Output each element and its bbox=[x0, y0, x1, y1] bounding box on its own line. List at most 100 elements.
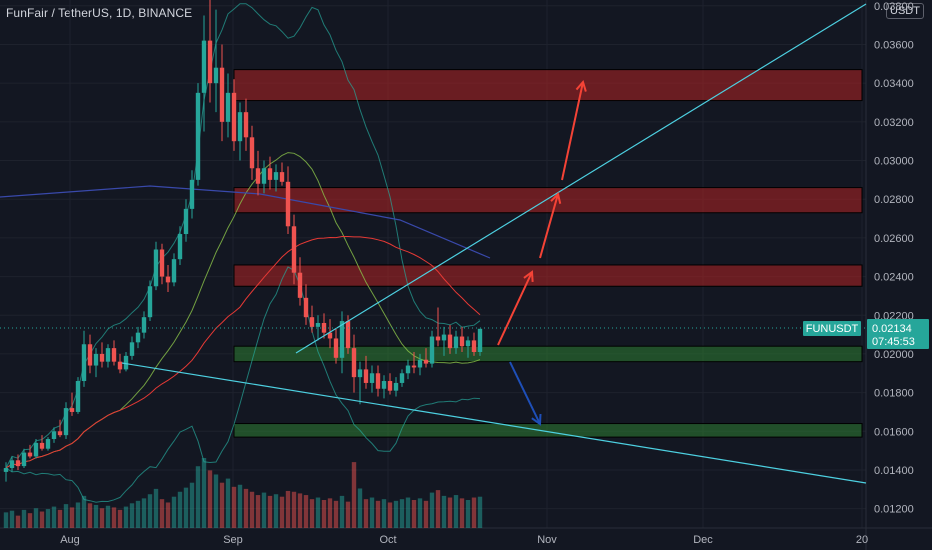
volume-bar bbox=[219, 482, 225, 528]
candle-body bbox=[381, 381, 387, 389]
volume-bar bbox=[411, 500, 417, 528]
candle-body bbox=[39, 442, 45, 449]
candle-body bbox=[33, 442, 39, 457]
volume-bar bbox=[69, 507, 75, 528]
candle-body bbox=[303, 297, 309, 318]
volume-bar bbox=[399, 499, 405, 528]
volume-bar bbox=[15, 515, 21, 528]
candle-body bbox=[225, 92, 231, 122]
candle-body bbox=[291, 226, 297, 273]
volume-bar bbox=[87, 503, 93, 528]
support-zone bbox=[233, 345, 863, 363]
candle-body bbox=[339, 321, 345, 358]
candle-body bbox=[351, 348, 357, 378]
volume-bar bbox=[435, 490, 441, 528]
y-tick-label: 0.01800 bbox=[874, 388, 914, 400]
candle-body bbox=[177, 234, 183, 260]
candle-body bbox=[417, 359, 423, 368]
candle-body bbox=[363, 369, 369, 383]
candle-body bbox=[447, 334, 453, 349]
candle-body bbox=[141, 317, 147, 333]
candle-body bbox=[453, 336, 459, 349]
volume-bar bbox=[93, 504, 99, 528]
candle-body bbox=[21, 452, 27, 467]
volume-bar bbox=[255, 495, 261, 528]
candle-body bbox=[465, 340, 471, 347]
volume-bar bbox=[429, 492, 435, 528]
volume-bar bbox=[447, 497, 453, 528]
volume-bar bbox=[135, 500, 141, 528]
candle-body bbox=[387, 381, 393, 391]
volume-bar bbox=[75, 502, 81, 528]
volume-bar bbox=[363, 499, 369, 528]
candle-body bbox=[81, 344, 87, 382]
volume-bar bbox=[207, 470, 213, 528]
candle-body bbox=[435, 336, 441, 341]
volume-bar bbox=[333, 500, 339, 528]
candle-body bbox=[231, 92, 237, 142]
candle-body bbox=[357, 369, 363, 378]
volume-bar bbox=[57, 509, 63, 528]
volume-bar bbox=[417, 498, 423, 528]
candle-body bbox=[369, 373, 375, 383]
resistance-zone bbox=[233, 187, 863, 214]
volume-bar bbox=[249, 491, 255, 528]
candle-body bbox=[159, 249, 165, 277]
x-axis: Aug Sep Oct Nov Dec 20 bbox=[60, 534, 868, 546]
up-arrow bbox=[539, 193, 559, 259]
volume-bar bbox=[195, 466, 201, 528]
volume-bar bbox=[291, 491, 297, 528]
y-tick-label: 0.03400 bbox=[874, 78, 914, 90]
chart-title: FunFair / TetherUS, 1D, BINANCE bbox=[6, 6, 193, 20]
volume-bar bbox=[237, 484, 243, 528]
volume-bar bbox=[171, 496, 177, 528]
candle-body bbox=[129, 342, 135, 356]
up-arrow-head bbox=[575, 79, 587, 92]
currency-button[interactable]: USDT bbox=[886, 3, 924, 19]
volume-bar bbox=[183, 487, 189, 528]
x-tick-label: Sep bbox=[223, 534, 243, 546]
volume-bar bbox=[147, 494, 153, 528]
volume-bar bbox=[201, 458, 207, 528]
volume-bar bbox=[213, 474, 219, 528]
candle-body bbox=[63, 408, 69, 436]
candle-body bbox=[393, 382, 399, 391]
volume-bar bbox=[267, 495, 273, 528]
volume-bar bbox=[309, 499, 315, 528]
candle-body bbox=[375, 373, 381, 389]
candle-body bbox=[183, 208, 189, 235]
candle-body bbox=[15, 460, 21, 467]
y-tick-label: 0.01200 bbox=[874, 504, 914, 516]
candle-body bbox=[237, 112, 243, 142]
y-tick-label: 0.03200 bbox=[874, 117, 914, 129]
candle-body bbox=[285, 181, 291, 227]
volume-bar bbox=[105, 505, 111, 528]
candle-body bbox=[315, 322, 321, 327]
candle-body bbox=[201, 40, 207, 93]
falling-trendline bbox=[121, 362, 867, 484]
candle-body bbox=[333, 338, 339, 358]
volume-bar bbox=[315, 497, 321, 528]
volume-bar bbox=[33, 508, 39, 528]
candle-body bbox=[207, 40, 213, 84]
candle-body bbox=[405, 365, 411, 374]
volume-bar bbox=[297, 493, 303, 528]
volume-bar bbox=[225, 478, 231, 528]
volume-bar bbox=[111, 507, 117, 528]
volume-bar bbox=[129, 503, 135, 528]
symbol-label: FUNUSDT bbox=[806, 323, 859, 335]
y-axis: 0.012000.014000.016000.018000.020000.022… bbox=[874, 1, 914, 516]
up-arrow-head bbox=[523, 270, 534, 283]
candle-body bbox=[99, 353, 105, 362]
candle-body bbox=[441, 334, 447, 341]
volume-bar bbox=[303, 495, 309, 528]
volume-bar bbox=[141, 498, 147, 528]
volume-bar bbox=[27, 513, 33, 528]
volume-bar bbox=[177, 491, 183, 528]
x-tick-label: Aug bbox=[60, 534, 80, 546]
moving-average bbox=[5, 236, 481, 469]
candle-body bbox=[459, 336, 465, 347]
candle-body bbox=[297, 272, 303, 298]
price-value: 0.02134 bbox=[872, 323, 912, 335]
